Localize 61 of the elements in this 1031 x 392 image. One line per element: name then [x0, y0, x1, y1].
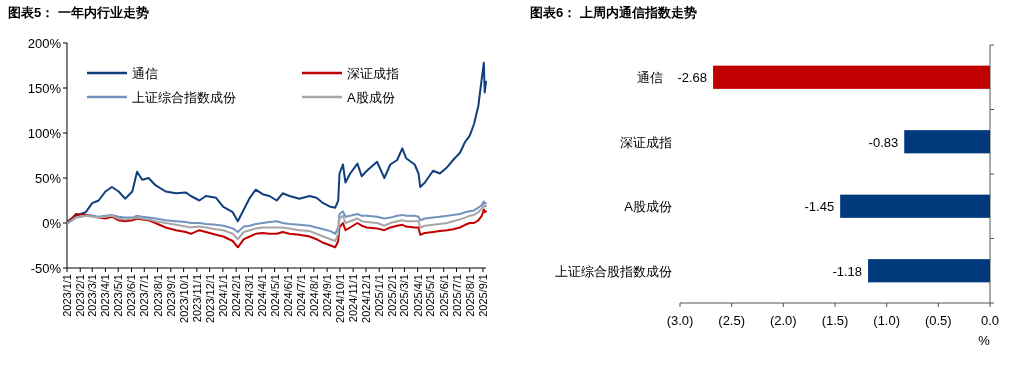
legend-label: 上证综合指数成份: [132, 90, 236, 105]
x-tick-label: 2025/5/1: [424, 274, 437, 317]
x-tick-label: 2024/2/1: [230, 274, 243, 317]
x-tick-label: 2025/7/1: [450, 274, 463, 317]
x-tick-label: 2025/1/1: [373, 274, 386, 317]
x-tick-label: 2025/9/1: [477, 274, 490, 317]
y-tick-label: 深证成指: [620, 134, 672, 150]
x-tick-label: 2023/1/1: [61, 274, 73, 317]
x-tick-label: 2025/3/1: [398, 274, 411, 317]
y-tick-label: 200%: [27, 35, 62, 51]
x-tick-label: 2023/9/1: [164, 274, 177, 317]
x-tick-label: 2024/1/1: [216, 274, 229, 317]
x-tick-label: 2023/12/1: [203, 274, 216, 323]
x-tick-label: 2023/11/1: [190, 274, 203, 323]
chart-title: 图表6： 上周内通信指数走势: [530, 5, 697, 20]
data-label: -1.45: [804, 199, 835, 215]
x-tick-label: 2023/7/1: [138, 274, 151, 317]
legend-label: 深证成指: [347, 66, 399, 81]
data-label: -0.83: [868, 134, 899, 150]
x-tick-label: 2023/8/1: [151, 274, 164, 317]
x-tick-label: (2.0): [769, 313, 797, 328]
chart-title: 图表5： 一年内行业走势: [8, 5, 149, 20]
y-tick-label: 50%: [34, 170, 62, 186]
y-tick-label: 上证综合股指数成份: [555, 263, 672, 279]
x-tick-label: (1.5): [821, 313, 849, 328]
y-tick-label: 通信: [637, 70, 664, 86]
data-label: -1.18: [832, 263, 863, 279]
x-tick-label: 2024/5/1: [268, 274, 281, 317]
x-tick-label: 0.0: [980, 313, 1000, 328]
x-tick-label: 2023/6/1: [125, 274, 138, 317]
y-tick-label: 100%: [27, 125, 62, 141]
x-tick-label: 2025/2/1: [386, 274, 399, 317]
legend-label: A股成份: [347, 90, 395, 105]
x-tick-label: (0.5): [924, 313, 952, 328]
x-tick-label: 2024/12/1: [359, 274, 372, 323]
y-tick-label: 150%: [27, 80, 62, 96]
x-tick-label: 2024/3/1: [242, 274, 255, 317]
x-tick-label: 2024/10/1: [333, 274, 346, 323]
x-tick-label: 2025/6/1: [437, 274, 450, 317]
x-tick-label: 2023/3/1: [86, 274, 99, 317]
x-tick-label: 2024/7/1: [294, 274, 307, 317]
legend-label: 通信: [132, 66, 158, 81]
x-tick-label: 2023/10/1: [177, 274, 190, 323]
x-tick-label: 2024/6/1: [281, 274, 294, 317]
x-tick-label: (3.0): [666, 313, 694, 328]
x-tick-label: (2.5): [718, 313, 746, 328]
x-tick-label: 2023/2/1: [74, 274, 87, 317]
y-tick-label: A股成份: [624, 199, 672, 215]
x-tick-label: 2024/8/1: [307, 274, 320, 317]
x-tick-label: 2024/11/1: [347, 274, 360, 323]
x-tick-label: (1.0): [873, 313, 901, 328]
x-tick-label: 2025/4/1: [411, 274, 424, 317]
data-label: -2.68: [677, 70, 708, 86]
x-tick-label: 2025/8/1: [463, 274, 476, 317]
x-tick-label: 2024/9/1: [321, 274, 334, 317]
y-tick-label: -50%: [30, 260, 62, 276]
x-tick-label: 2024/4/1: [255, 274, 268, 317]
y-tick-label: 0%: [42, 215, 62, 231]
x-tick-label: 2023/5/1: [112, 274, 125, 317]
x-tick-label: 2023/4/1: [99, 274, 112, 317]
x-axis-title: %: [978, 333, 991, 348]
